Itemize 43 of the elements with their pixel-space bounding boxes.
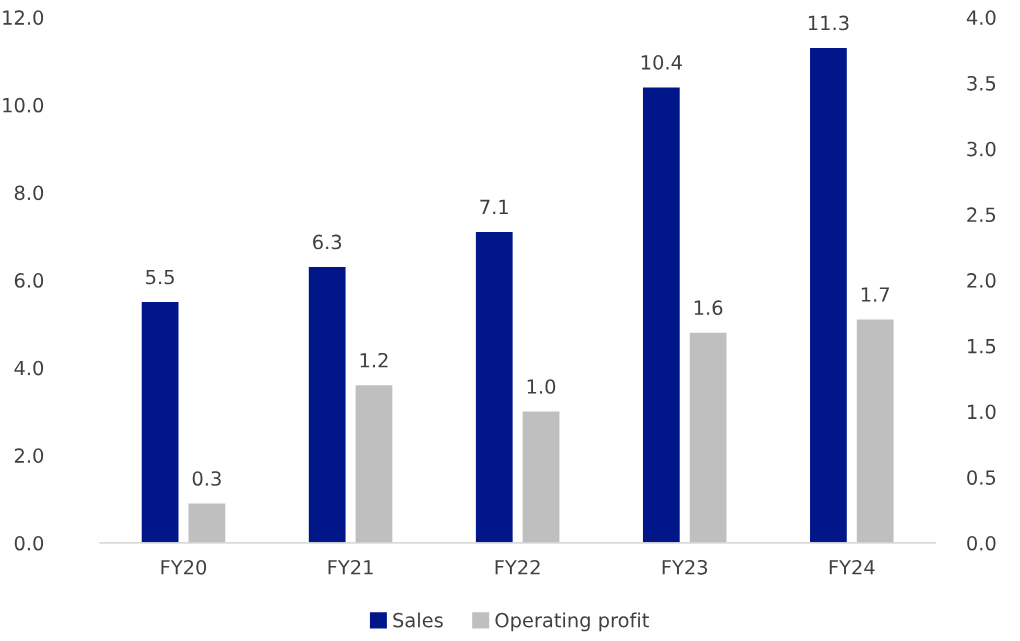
y2-tick-label: 2.0 [967,273,996,288]
x-tick-label: FY24 [829,559,875,575]
y2-tick-label: 1.5 [968,339,996,354]
bar [642,87,680,543]
bar [856,319,894,543]
y-tick-label: 0.0 [14,535,44,551]
y2-tick-label: 0.0 [967,535,996,551]
y2-tick-label: 3.0 [967,141,996,157]
bar [810,47,847,543]
data-label: 6.3 [313,234,342,250]
data-label: 1.6 [694,300,723,316]
data-label: 0.3 [192,471,221,486]
data-label: 5.5 [146,269,174,285]
data-label: 1.7 [861,287,889,302]
x-tick-label: FY23 [662,559,708,575]
x-tick-label: FY21 [328,559,373,575]
y2-tick-label: 4.0 [966,10,996,25]
data-label: 10.4 [641,55,682,70]
bar [522,411,560,543]
y-tick-label: 8.0 [14,185,44,201]
bar [475,231,513,543]
y2-tick-label: 2.5 [967,207,996,223]
y-tick-label: 6.0 [14,273,44,288]
y-tick-label: 2.0 [14,448,44,463]
y2-tick-label: 3.5 [967,75,996,91]
bar [188,503,226,543]
data-label: 7.1 [480,199,508,214]
x-tick-label: FY22 [495,559,540,575]
x-tick-label: FY20 [161,559,207,575]
y-tick-label: 12.0 [3,10,44,25]
data-label: 1.0 [527,379,556,394]
data-label: 11.3 [808,15,849,31]
y2-tick-label: 1.0 [968,404,996,420]
bar [355,385,393,543]
legend-label: Operating profit [495,612,649,632]
y-tick-label: 10.0 [3,97,44,113]
bar [308,266,346,543]
bar [689,332,727,543]
legend-label: Sales [393,612,443,628]
y2-tick-label: 0.5 [967,470,996,485]
y-tick-label: 4.0 [14,360,44,376]
bar [141,302,179,543]
data-label: 1.2 [360,352,388,368]
